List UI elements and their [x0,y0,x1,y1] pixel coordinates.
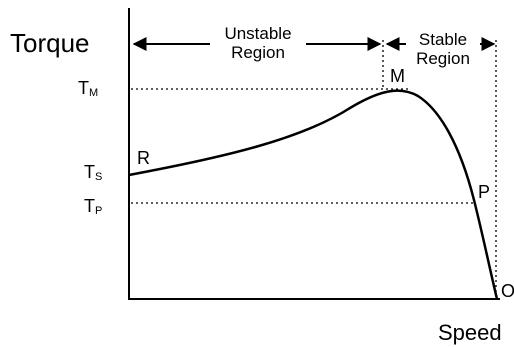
y-axis-title: Torque [10,28,90,58]
torque-speed-curve [128,89,499,300]
point-r-label: R [137,148,150,168]
unstable-region-label-line1: Unstable [224,24,291,43]
operating-torque-subscript: P [95,205,102,217]
point-o-label: O [501,281,514,301]
starting-torque-label: TS [84,162,102,183]
x-axis-title: Speed [438,320,502,345]
max-torque-symbol: T [78,78,89,98]
max-torque-subscript: M [89,87,98,99]
starting-torque-subscript: S [95,171,102,183]
point-m-label: M [390,66,405,86]
starting-torque-symbol: T [84,162,95,182]
stable-region-label-line1: Stable [419,30,467,49]
unstable-region-label-line2: Region [231,43,285,62]
point-p-label: P [478,182,490,202]
max-torque-label: TM [78,78,98,99]
stable-region-label-line2: Region [416,49,470,68]
operating-torque-label: TP [84,196,102,217]
operating-torque-symbol: T [84,196,95,216]
